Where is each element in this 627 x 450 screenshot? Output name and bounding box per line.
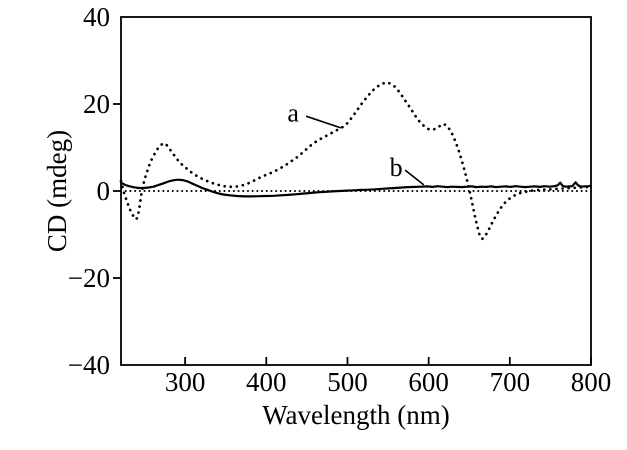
series-label-b: b [390, 153, 403, 182]
x-tick-label: 700 [490, 367, 531, 397]
leader-line-b [404, 169, 425, 186]
y-tick-label: 20 [83, 89, 110, 119]
x-tick-label: 800 [571, 367, 612, 397]
y-tick-label: −20 [68, 263, 110, 293]
y-tick-label: 40 [83, 2, 110, 32]
y-tick-label: 0 [97, 176, 111, 206]
series-label-a: a [287, 99, 299, 128]
x-tick-label: 300 [165, 367, 206, 397]
leader-line-a [305, 115, 342, 129]
x-tick-label: 500 [327, 367, 368, 397]
x-tick-label: 400 [246, 367, 287, 397]
series-a-curve [119, 80, 593, 241]
series-b-curve [119, 178, 593, 198]
x-tick-label: 600 [408, 367, 449, 397]
x-axis-title: Wavelength (nm) [262, 400, 450, 430]
y-axis-title: CD (mdeg) [42, 129, 72, 253]
y-tick-label: −40 [68, 350, 110, 380]
